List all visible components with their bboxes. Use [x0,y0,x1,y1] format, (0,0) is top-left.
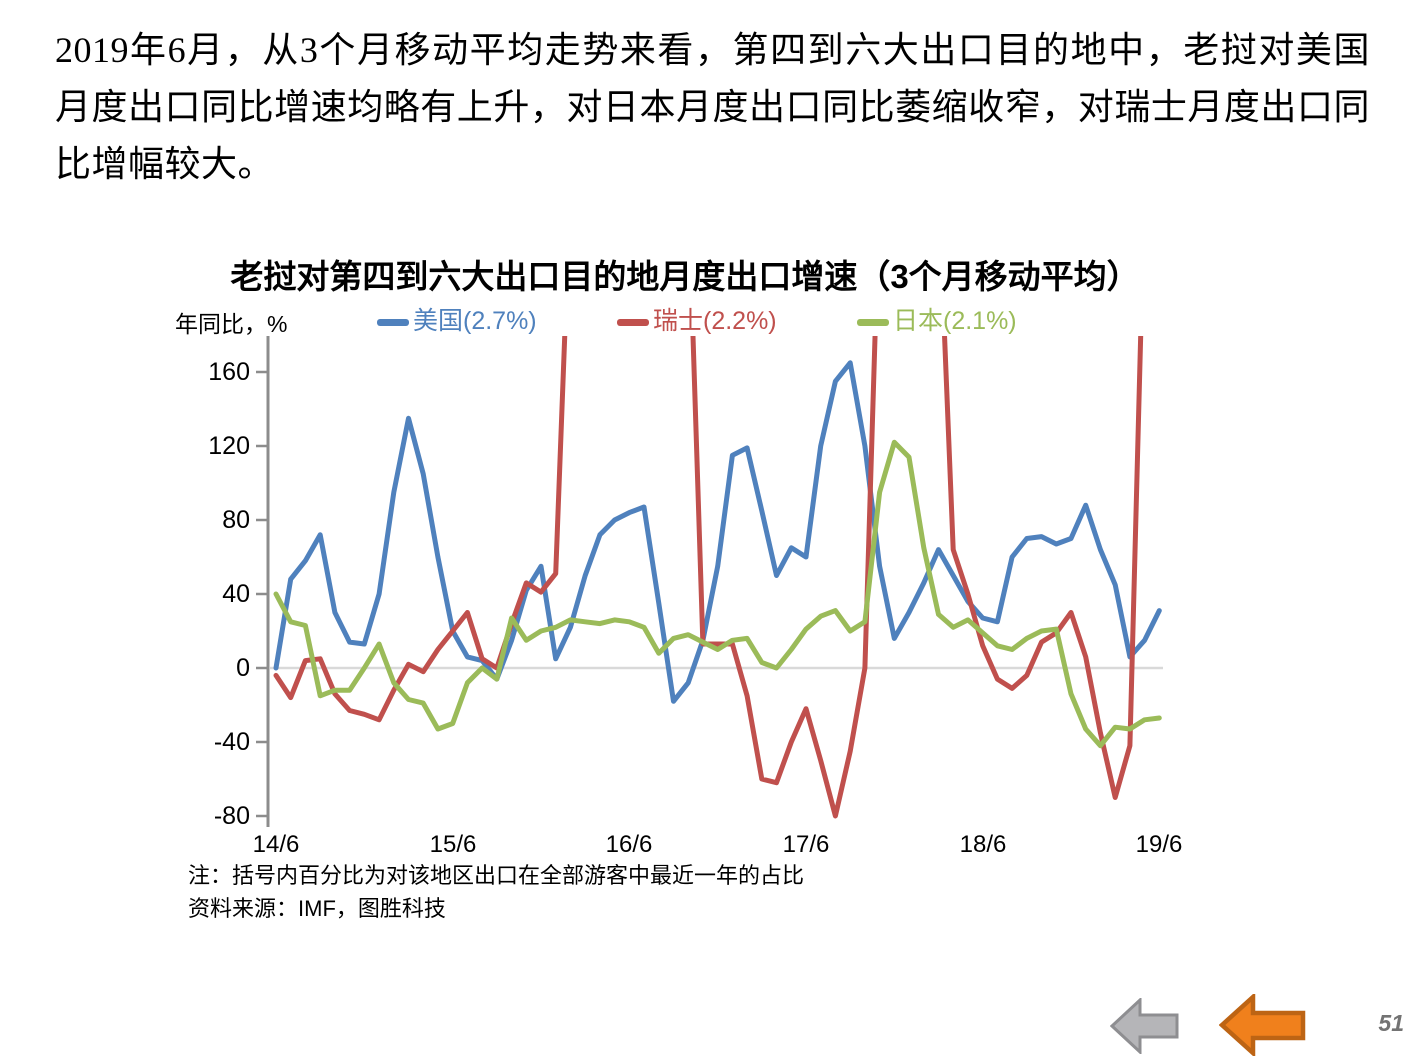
legend-japan-label: 日本(2.1%) [893,307,1017,335]
legend-switzerland-dash-icon [617,318,649,326]
body-paragraph: 2019年6月，从3个月移动平均走势来看，第四到六大出口目的地中，老挝对美国月度… [55,30,1370,184]
y-axis-ticks [256,370,268,818]
back-arrow-button[interactable] [1110,998,1180,1054]
legend-switzerland-label: 瑞士(2.2%) [653,307,777,335]
orange-left-arrow-icon [1219,994,1306,1056]
legend-item-japan: 日本(2.1%) [857,305,1017,337]
x-tick-label: 14/6 [252,831,300,858]
x-tick-label: 18/6 [959,831,1007,858]
legend-us-dash-icon [377,318,409,326]
y-tick-label: 160 [208,358,250,386]
chart-series-lines [273,336,1162,819]
legend-item-switzerland: 瑞士(2.2%) [617,305,777,337]
y-axis-unit-label: 年同比，% [175,311,288,337]
y-tick-label: -40 [213,728,250,756]
chart-footnote: 注：括号内百分比为对该地区出口在全部游客中最近一年的占比 [188,863,805,888]
y-tick-label: 120 [208,432,250,460]
x-tick-label: 19/6 [1135,831,1183,858]
y-tick-label: 0 [236,654,250,682]
x-tick-label: 16/6 [605,831,653,858]
page-number: 51 [1378,1010,1404,1036]
legend-item-us: 美国(2.7%) [377,305,537,337]
y-tick-label: 40 [222,580,250,608]
highlighted-back-arrow-button[interactable] [1219,994,1307,1056]
legend-us-label: 美国(2.7%) [413,307,537,335]
y-tick-label: -80 [213,802,250,830]
chart-source: 资料来源：IMF，图胜科技 [188,896,446,921]
x-tick-label: 17/6 [782,831,830,858]
gray-left-arrow-icon [1110,998,1179,1054]
chart-title: 老挝对第四到六大出口目的地月度出口增速（3个月移动平均） [230,258,1140,295]
x-tick-label: 15/6 [429,831,477,858]
y-tick-label: 80 [222,506,250,534]
legend-japan-dash-icon [857,318,889,326]
